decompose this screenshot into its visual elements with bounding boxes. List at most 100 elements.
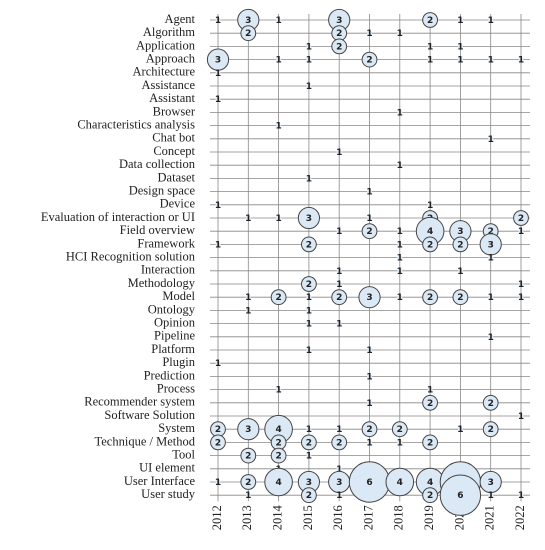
- bubble: [452, 289, 469, 306]
- bubble: [479, 470, 502, 494]
- bubble: [336, 492, 342, 498]
- bubble-label: 1: [488, 333, 494, 343]
- bubble-label: 2: [427, 16, 433, 26]
- bubble-label: 2: [457, 240, 463, 250]
- bubble: [336, 268, 342, 274]
- bubble: [427, 43, 433, 49]
- bubble: [457, 43, 463, 49]
- y-tick-label: HCI Recognition solution: [66, 249, 196, 263]
- bubble-label: 1: [245, 306, 251, 316]
- bubble-label: 1: [336, 465, 342, 475]
- y-tick-label: Platform: [151, 342, 195, 356]
- bubble: [457, 426, 463, 432]
- bubble-label: 1: [488, 56, 494, 66]
- bubble-label: 2: [366, 425, 372, 435]
- x-tick-label: 2019: [422, 505, 436, 530]
- bubble: [215, 202, 221, 208]
- bubble: [358, 286, 381, 309]
- bubble: [306, 57, 312, 63]
- bubble: [301, 236, 317, 253]
- bubble: [397, 268, 403, 274]
- bubble-label: 1: [518, 412, 524, 422]
- bubble-label: 1: [306, 346, 312, 356]
- bubble: [518, 281, 524, 287]
- bubble: [306, 307, 312, 313]
- bubble-label: 1: [427, 201, 433, 211]
- bubble: [361, 421, 378, 438]
- y-tick-label: UI element: [139, 461, 195, 475]
- bubble: [488, 17, 494, 23]
- bubble: [397, 294, 403, 300]
- y-tick-label: Technique / Method: [95, 434, 196, 448]
- y-tick-label: Framework: [137, 236, 195, 250]
- bubble: [422, 394, 439, 411]
- bubble-label: 3: [336, 478, 342, 488]
- bubble: [331, 434, 348, 451]
- bubble-label: 1: [457, 42, 463, 52]
- bubble: [457, 17, 463, 23]
- bubble: [397, 255, 403, 261]
- bubble-label: 2: [488, 227, 494, 237]
- bubble-label: 1: [518, 491, 524, 501]
- bubble: [422, 12, 439, 28]
- bubble: [276, 215, 282, 221]
- bubble-label: 2: [275, 452, 281, 462]
- bubble-label: 1: [215, 201, 221, 211]
- bubble: [240, 447, 257, 464]
- bubble: [336, 228, 342, 234]
- y-tick-label: Architecture: [133, 65, 196, 79]
- bubble-label: 2: [427, 240, 433, 250]
- bubble: [397, 228, 403, 234]
- bubble: [457, 268, 463, 274]
- bubble: [513, 210, 529, 226]
- bubble: [361, 51, 378, 68]
- bubble: [336, 321, 342, 327]
- bubble-label: 1: [488, 254, 494, 264]
- bubble-label: 2: [306, 438, 312, 448]
- bubble: [367, 189, 372, 195]
- bubble: [488, 57, 494, 63]
- bubble-label: 1: [397, 254, 403, 264]
- bubble-label: 2: [397, 425, 403, 435]
- bubble-label: 1: [336, 267, 342, 277]
- bubble-label: 1: [518, 293, 524, 303]
- y-tick-label: Interaction: [141, 263, 196, 277]
- bubble-label: 1: [215, 16, 221, 26]
- bubble: [276, 387, 282, 393]
- bubble: [488, 294, 494, 300]
- bubble-label: 1: [336, 425, 342, 435]
- bubble-label: 3: [336, 16, 342, 26]
- y-tick-label: Model: [162, 289, 195, 303]
- bubble: [518, 294, 524, 300]
- y-tick-label: Agent: [164, 12, 195, 26]
- bubble-label: 2: [427, 399, 433, 409]
- bubble-label: 1: [457, 425, 463, 435]
- bubble-label: 1: [397, 29, 403, 39]
- bubble-label: 2: [427, 293, 433, 303]
- bubble: [206, 48, 230, 71]
- bubble-label: 2: [306, 491, 312, 501]
- bubble: [210, 434, 226, 451]
- bubble: [385, 467, 415, 497]
- bubble: [301, 434, 317, 451]
- x-tick-label: 2021: [483, 505, 497, 530]
- y-tick-label: Chat bot: [152, 131, 195, 145]
- bubble-label: 3: [457, 227, 463, 237]
- bubble-label: 4: [427, 478, 433, 488]
- y-tick-label: User study: [141, 487, 196, 501]
- bubble-label: 1: [336, 491, 342, 501]
- bubble: [336, 466, 342, 472]
- bubble: [306, 426, 312, 432]
- bubble-label: 2: [306, 280, 312, 290]
- y-tick-label: Data collection: [119, 157, 196, 171]
- bubble: [367, 215, 372, 221]
- bubble-label: 1: [306, 306, 312, 316]
- bubble-label: 1: [397, 438, 403, 448]
- bubble-label: 1: [488, 135, 494, 145]
- bubble-label: 1: [336, 148, 342, 158]
- bubble-label: 1: [366, 438, 372, 448]
- bubble-label: 1: [336, 320, 342, 330]
- bubble-label: 1: [245, 293, 251, 303]
- bubble: [301, 276, 317, 292]
- bubble-label: 2: [427, 438, 433, 448]
